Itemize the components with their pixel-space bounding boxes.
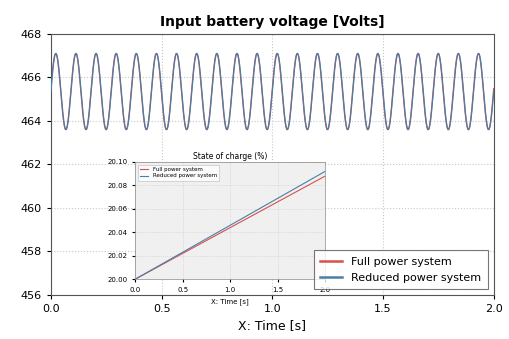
Title: Input battery voltage [Volts]: Input battery voltage [Volts]	[160, 15, 385, 28]
Legend: Full power system, Reduced power system: Full power system, Reduced power system	[314, 251, 488, 290]
X-axis label: X: Time [s]: X: Time [s]	[238, 320, 306, 333]
